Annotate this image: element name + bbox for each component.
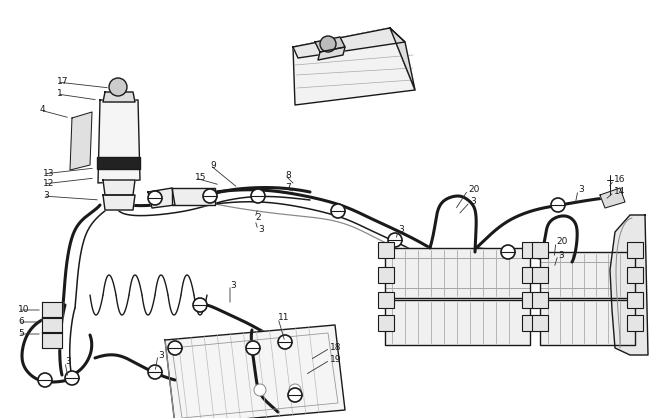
Bar	[532, 292, 548, 308]
Circle shape	[278, 335, 292, 349]
Circle shape	[203, 189, 217, 203]
Circle shape	[331, 204, 345, 218]
Text: 3: 3	[65, 357, 71, 367]
Polygon shape	[385, 300, 530, 345]
Text: 3: 3	[398, 225, 404, 234]
Circle shape	[168, 341, 182, 355]
Text: 5: 5	[18, 329, 24, 339]
Circle shape	[551, 198, 565, 212]
Bar	[532, 315, 548, 331]
Polygon shape	[318, 47, 345, 60]
Bar	[532, 267, 548, 283]
Text: 2: 2	[255, 214, 261, 222]
Polygon shape	[385, 248, 530, 298]
Text: 14: 14	[614, 188, 625, 196]
Circle shape	[65, 371, 79, 385]
Circle shape	[246, 341, 260, 355]
Bar	[378, 267, 394, 283]
Text: 3: 3	[230, 280, 236, 290]
Circle shape	[289, 384, 301, 396]
Circle shape	[388, 233, 402, 247]
Polygon shape	[148, 188, 175, 208]
Text: 6: 6	[18, 318, 24, 326]
Text: 3: 3	[470, 197, 476, 206]
Polygon shape	[293, 28, 405, 58]
Text: 11: 11	[278, 314, 289, 323]
Circle shape	[148, 191, 162, 205]
Text: 9: 9	[210, 161, 216, 170]
Text: 3: 3	[578, 186, 584, 194]
Circle shape	[251, 189, 265, 203]
Text: 20: 20	[556, 237, 567, 247]
Polygon shape	[315, 37, 345, 52]
Polygon shape	[98, 100, 140, 183]
Circle shape	[501, 245, 515, 259]
Polygon shape	[293, 28, 415, 105]
Bar	[522, 315, 538, 331]
Text: 3: 3	[258, 225, 264, 234]
Text: 12: 12	[43, 179, 55, 189]
Circle shape	[288, 388, 302, 402]
Polygon shape	[103, 195, 135, 210]
Polygon shape	[42, 332, 62, 348]
Text: 17: 17	[57, 77, 68, 87]
Text: 16: 16	[614, 176, 625, 184]
Text: 19: 19	[330, 355, 341, 364]
Polygon shape	[172, 188, 215, 205]
Polygon shape	[610, 215, 648, 355]
Text: 3: 3	[158, 351, 164, 359]
Polygon shape	[540, 252, 635, 298]
Bar	[97, 157, 140, 169]
Text: 15: 15	[195, 173, 207, 183]
Polygon shape	[390, 28, 415, 90]
Text: 10: 10	[18, 306, 29, 314]
Text: 3: 3	[43, 191, 49, 201]
Bar	[378, 242, 394, 258]
Bar	[522, 267, 538, 283]
Bar	[627, 242, 643, 258]
Polygon shape	[42, 302, 62, 318]
Circle shape	[109, 78, 127, 96]
Circle shape	[148, 365, 162, 379]
Text: 3: 3	[558, 250, 564, 260]
Text: 20: 20	[468, 186, 480, 194]
Polygon shape	[103, 92, 135, 102]
Bar	[532, 242, 548, 258]
Bar	[522, 242, 538, 258]
Bar	[522, 292, 538, 308]
Polygon shape	[70, 112, 92, 170]
Polygon shape	[103, 180, 135, 195]
Polygon shape	[42, 317, 62, 333]
Polygon shape	[540, 300, 635, 345]
Text: 7: 7	[285, 184, 291, 193]
Bar	[378, 315, 394, 331]
Text: 13: 13	[43, 170, 55, 178]
Text: 8: 8	[285, 171, 291, 179]
Circle shape	[254, 384, 266, 396]
Text: 18: 18	[330, 344, 341, 352]
Bar	[378, 292, 394, 308]
Text: 4: 4	[40, 105, 46, 115]
Text: 1: 1	[57, 89, 63, 99]
Bar	[627, 292, 643, 308]
Circle shape	[38, 373, 52, 387]
Bar	[627, 315, 643, 331]
Polygon shape	[600, 188, 625, 208]
Circle shape	[320, 36, 336, 52]
Polygon shape	[165, 325, 345, 418]
Bar	[627, 267, 643, 283]
Circle shape	[193, 298, 207, 312]
